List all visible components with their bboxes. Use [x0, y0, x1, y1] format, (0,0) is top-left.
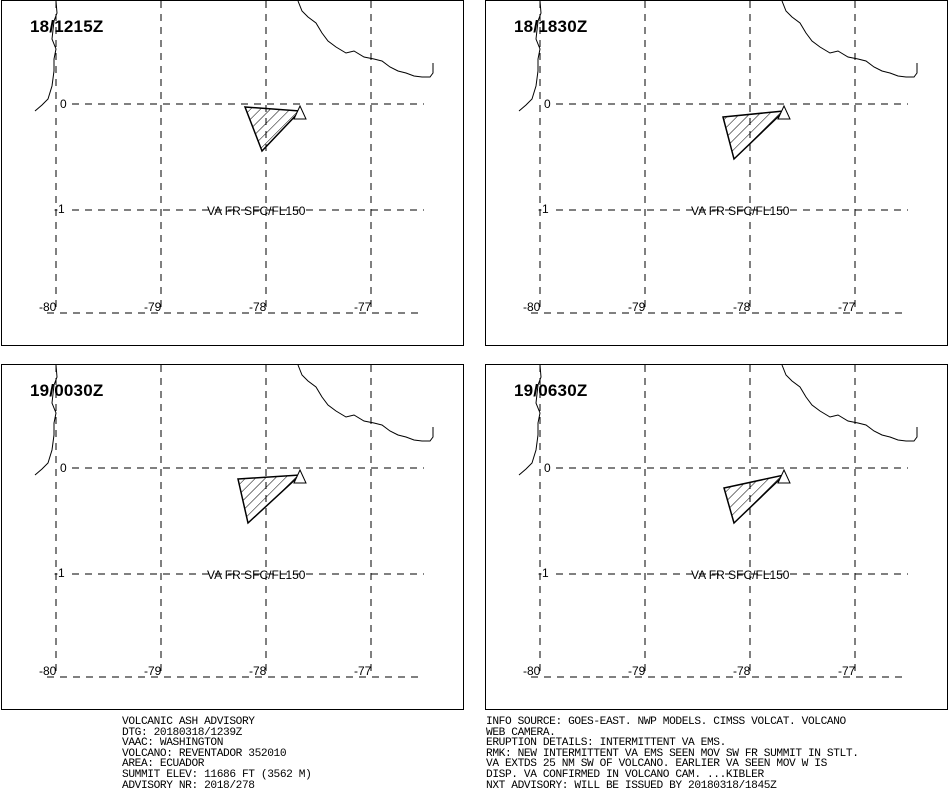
coastline	[34, 365, 434, 476]
ash-cloud-polygon	[722, 110, 787, 161]
lon-label-77: -77	[354, 300, 372, 314]
graticule	[47, 365, 424, 678]
valid-time: 19/0630Z	[514, 381, 588, 400]
graticule	[47, 1, 424, 314]
lat-label-minus1: -1	[54, 566, 65, 580]
ash-level-label: VA FR SFC/FL150	[207, 204, 306, 218]
volcano-triangle-marker	[777, 468, 791, 484]
coastline	[518, 365, 918, 476]
ash-level-label: VA FR SFC/FL150	[691, 204, 790, 218]
advisory-info-source-cont: WEB CAMERA.	[486, 726, 556, 739]
ash-cloud-polygon	[243, 106, 302, 153]
lon-label-79: -79	[144, 300, 162, 314]
lon-label-80: -80	[39, 300, 57, 314]
coastline	[34, 1, 434, 112]
advisory-remarks-cont-1: VA EXTDS 25 NM SW OF VOLCANO. EARLIER VA…	[486, 758, 827, 771]
lon-label-77: -77	[354, 664, 372, 678]
lat-label-0: 0	[60, 461, 67, 475]
ash-level-label: VA FR SFC/FL150	[691, 568, 790, 582]
forecast-panel-3: 19/0030Z 0 -1 VA FR SFC/FL150 -80 -79 -7…	[1, 364, 464, 710]
valid-time: 19/0030Z	[30, 381, 104, 400]
lon-label-79: -79	[144, 664, 162, 678]
lon-label-78: -78	[733, 300, 751, 314]
ash-cloud-polygon	[723, 473, 787, 525]
lon-label-79: -79	[628, 664, 646, 678]
forecast-panel-2: 18/1830Z 0 -1 VA FR SFC/FL150 -80 -79 -7…	[485, 0, 948, 346]
lon-label-80: -80	[523, 300, 541, 314]
advisory-details-block: INFO SOURCE: GOES-EAST. NWP MODELS. CIMS…	[486, 717, 859, 791]
volcano-triangle-marker	[293, 468, 307, 484]
lat-label-minus1: -1	[538, 566, 549, 580]
valid-time: 18/1830Z	[514, 17, 588, 36]
advisory-remarks: RMK: NEW INTERMITTENT VA EMS SEEN MOV SW…	[486, 747, 859, 760]
advisory-header-block: VOLCANIC ASH ADVISORY DTG: 20180318/1239…	[122, 716, 312, 792]
lat-label-0: 0	[544, 97, 551, 111]
advisory-info-source: INFO SOURCE: GOES-EAST. NWP MODELS. CIMS…	[486, 716, 846, 728]
lon-label-77: -77	[838, 664, 856, 678]
map-canvas	[518, 1, 918, 314]
advisory-area: AREA: ECUADOR	[122, 758, 205, 771]
lon-label-78: -78	[733, 664, 751, 678]
ash-cloud-polygon	[237, 474, 303, 525]
lon-label-80: -80	[523, 664, 541, 678]
graticule	[531, 1, 908, 314]
forecast-panel-1: 18/1215Z 0 -1 VA FR SFC/FL150 -80 -79 -7…	[1, 0, 464, 346]
lon-label-79: -79	[628, 300, 646, 314]
volcano-triangle-marker	[777, 104, 791, 120]
advisory-title: VOLCANIC ASH ADVISORY	[122, 716, 255, 728]
graticule	[531, 365, 908, 678]
lon-label-80: -80	[39, 664, 57, 678]
valid-time: 18/1215Z	[30, 17, 104, 36]
advisory-number: ADVISORY NR: 2018/278	[122, 779, 255, 792]
lat-label-0: 0	[60, 97, 67, 111]
advisory-summit-elev: SUMMIT ELEV: 11686 FT (3562 M)	[122, 768, 312, 781]
lat-label-minus1: -1	[538, 202, 549, 216]
advisory-eruption-details: ERUPTION DETAILS: INTERMITTENT VA EMS.	[486, 737, 726, 750]
volcano-triangle-marker	[293, 104, 307, 120]
advisory-vaac: VAAC: WASHINGTON	[122, 737, 224, 750]
lon-label-77: -77	[838, 300, 856, 314]
lat-label-0: 0	[544, 461, 551, 475]
advisory-volcano: VOLCANO: REVENTADOR 352010	[122, 747, 287, 760]
lon-label-78: -78	[249, 300, 267, 314]
coastline	[518, 1, 918, 112]
lat-label-minus1: -1	[54, 202, 65, 216]
map-canvas	[518, 365, 918, 678]
advisory-next: NXT ADVISORY: WILL BE ISSUED BY 20180318…	[486, 779, 777, 792]
ash-level-label: VA FR SFC/FL150	[207, 568, 306, 582]
advisory-remarks-cont-2: DISP. VA CONFIRMED IN VOLCANO CAM. ...KI…	[486, 768, 764, 781]
advisory-dtg: DTG: 20180318/1239Z	[122, 726, 242, 739]
map-canvas	[34, 1, 434, 314]
lon-label-78: -78	[249, 664, 267, 678]
forecast-panel-4: 19/0630Z 0 -1 VA FR SFC/FL150 -80 -79 -7…	[485, 364, 948, 710]
map-canvas	[34, 365, 434, 678]
